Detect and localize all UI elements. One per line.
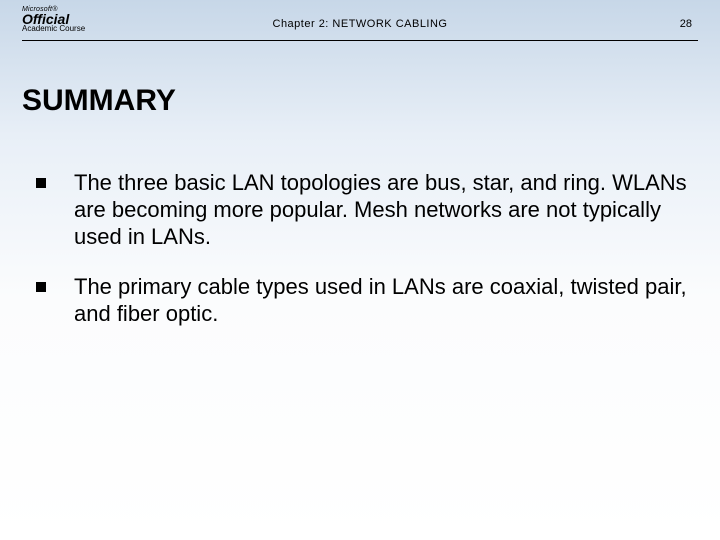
list-item: The three basic LAN topologies are bus, … — [30, 170, 690, 250]
chapter-title: Chapter 2: NETWORK CABLING — [0, 18, 720, 30]
slide-title: SUMMARY — [22, 84, 176, 118]
slide-header: Microsoft® Official Academic Course Chap… — [0, 0, 720, 44]
square-bullet-icon — [36, 178, 46, 188]
bullet-text: The three basic LAN topologies are bus, … — [74, 170, 690, 250]
header-rule — [22, 40, 698, 41]
page-number: 28 — [680, 18, 692, 30]
list-item: The primary cable types used in LANs are… — [30, 274, 690, 328]
bullet-text: The primary cable types used in LANs are… — [74, 274, 690, 328]
slide-content: The three basic LAN topologies are bus, … — [30, 170, 690, 352]
square-bullet-icon — [36, 282, 46, 292]
